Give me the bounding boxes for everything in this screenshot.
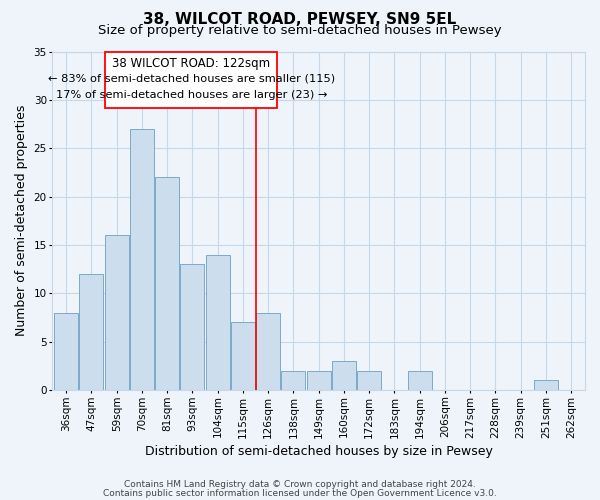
Bar <box>79 274 103 390</box>
Bar <box>105 235 129 390</box>
Bar <box>281 370 305 390</box>
Text: 38, WILCOT ROAD, PEWSEY, SN9 5EL: 38, WILCOT ROAD, PEWSEY, SN9 5EL <box>143 12 457 28</box>
Bar <box>534 380 558 390</box>
Bar <box>206 254 230 390</box>
Text: Contains HM Land Registry data © Crown copyright and database right 2024.: Contains HM Land Registry data © Crown c… <box>124 480 476 489</box>
Bar <box>130 129 154 390</box>
Bar <box>332 361 356 390</box>
Text: 38 WILCOT ROAD: 122sqm: 38 WILCOT ROAD: 122sqm <box>112 58 270 70</box>
Bar <box>256 312 280 390</box>
X-axis label: Distribution of semi-detached houses by size in Pewsey: Distribution of semi-detached houses by … <box>145 444 493 458</box>
Bar <box>407 370 431 390</box>
Text: 17% of semi-detached houses are larger (23) →: 17% of semi-detached houses are larger (… <box>56 90 327 100</box>
FancyBboxPatch shape <box>106 52 277 108</box>
Bar <box>181 264 205 390</box>
Text: Size of property relative to semi-detached houses in Pewsey: Size of property relative to semi-detach… <box>98 24 502 37</box>
Bar <box>357 370 381 390</box>
Text: Contains public sector information licensed under the Open Government Licence v3: Contains public sector information licen… <box>103 488 497 498</box>
Text: ← 83% of semi-detached houses are smaller (115): ← 83% of semi-detached houses are smalle… <box>47 74 335 84</box>
Bar <box>54 312 78 390</box>
Y-axis label: Number of semi-detached properties: Number of semi-detached properties <box>15 105 28 336</box>
Bar <box>155 177 179 390</box>
Bar <box>307 370 331 390</box>
Bar <box>231 322 255 390</box>
